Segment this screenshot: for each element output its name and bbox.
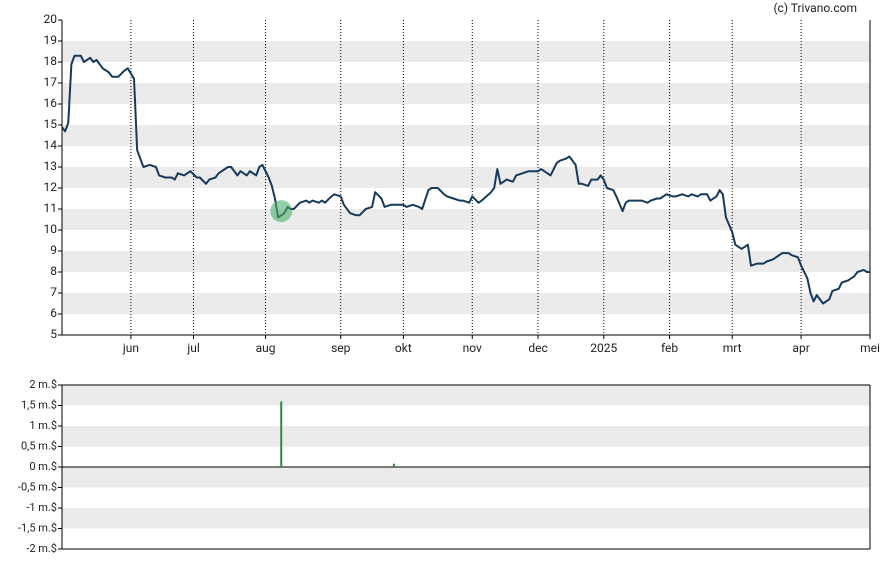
y-tick-label: 16 [44, 96, 58, 110]
x-tick-label: mei [860, 341, 880, 355]
y-tick-label: 20 [44, 12, 58, 26]
grid-band [62, 508, 870, 529]
y-tick-label: 0 m.$ [29, 460, 57, 473]
grid-band [62, 125, 870, 146]
y-tick-label: 6 [50, 306, 57, 320]
grid-band [62, 385, 870, 406]
y-tick-label: 9 [50, 243, 57, 257]
y-tick-label: 1,5 m.$ [21, 398, 57, 411]
x-tick-label: 2025 [590, 341, 617, 355]
y-tick-label: 19 [44, 33, 58, 47]
y-tick-label: -1 m.$ [26, 501, 57, 514]
y-tick-label: 18 [44, 54, 58, 68]
y-tick-label: 13 [44, 159, 58, 173]
y-tick-label: 12 [44, 180, 58, 194]
grid-band [62, 293, 870, 314]
y-tick-label: 7 [50, 285, 57, 299]
y-tick-label: 10 [44, 222, 58, 236]
y-tick-label: 11 [44, 201, 58, 215]
volume-bar [280, 401, 283, 467]
grid-band [62, 41, 870, 62]
grid-band [62, 426, 870, 447]
grid-band [62, 467, 870, 488]
y-tick-label: 0,5 m.$ [21, 439, 57, 452]
y-tick-label: 14 [44, 138, 58, 152]
y-tick-label: 15 [44, 117, 58, 131]
grid-band [62, 83, 870, 104]
highlight-marker [270, 200, 293, 223]
y-tick-label: 2 m.$ [29, 378, 57, 391]
x-tick-label: dec [528, 341, 547, 355]
y-tick-label: -0,5 m.$ [18, 480, 57, 493]
y-tick-label: 5 [50, 327, 57, 341]
volume-bar [392, 463, 395, 467]
x-tick-label: okt [395, 341, 412, 355]
grid-band [62, 167, 870, 188]
x-tick-label: sep [331, 341, 351, 355]
y-tick-label: -2 m.$ [26, 542, 57, 555]
grid-band [62, 209, 870, 230]
y-tick-label: -1,5 m.$ [18, 521, 57, 534]
x-tick-label: apr [792, 341, 809, 355]
x-tick-label: jul [186, 341, 199, 355]
price-line [61, 54, 870, 305]
x-tick-label: jun [122, 341, 139, 355]
y-tick-label: 8 [50, 264, 57, 278]
grid-band [62, 251, 870, 272]
x-tick-label: mrt [723, 341, 742, 355]
y-tick-label: 1 m.$ [29, 419, 57, 432]
x-tick-label: aug [256, 341, 276, 355]
y-tick-label: 17 [44, 75, 58, 89]
credit: (c) Trivano.com [773, 1, 857, 15]
x-tick-label: feb [661, 341, 678, 355]
x-tick-label: nov [463, 341, 482, 355]
